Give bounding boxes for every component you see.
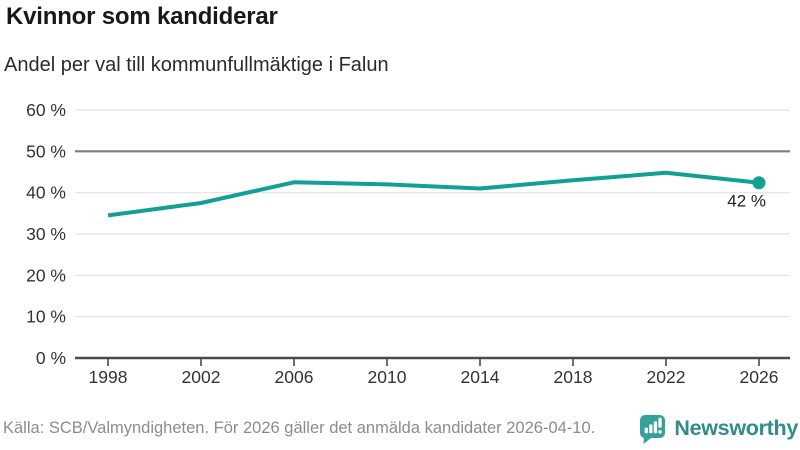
x-axis-label: 1998 <box>89 367 128 387</box>
source-note: Källa: SCB/Valmyndigheten. För 2026 gäll… <box>3 419 596 437</box>
newsworthy-logo-link[interactable]: Newsworthy <box>638 414 798 444</box>
x-axis-label: 2018 <box>554 367 593 387</box>
y-axis-label: 60 % <box>26 100 66 120</box>
x-axis-label: 2022 <box>647 367 686 387</box>
data-line <box>107 170 760 218</box>
chart-subtitle: Andel per val till kommunfullmäktige i F… <box>4 54 389 76</box>
newsworthy-wordmark: Newsworthy <box>674 416 798 440</box>
x-axis-label: 2026 <box>740 367 779 387</box>
end-point-value-label: 42 % <box>727 192 766 211</box>
chart-footer: Källa: SCB/Valmyndigheten. För 2026 gäll… <box>0 412 800 450</box>
y-axis-label: 30 % <box>26 224 66 244</box>
x-axis-label: 2006 <box>275 367 314 387</box>
newsworthy-bubble-chart-icon <box>640 414 666 444</box>
y-axis-label: 50 % <box>26 141 66 161</box>
x-axis-label: 2002 <box>182 367 221 387</box>
y-axis-label: 0 % <box>36 348 66 368</box>
end-point-marker <box>752 176 766 190</box>
x-axis-label: 2014 <box>461 367 500 387</box>
y-axis-label: 10 % <box>26 307 66 327</box>
chart-title: Kvinnor som kandiderar <box>6 3 278 30</box>
y-axis-label: 20 % <box>26 265 66 285</box>
x-axis-label: 2010 <box>368 367 407 387</box>
y-axis-label: 40 % <box>26 183 66 203</box>
